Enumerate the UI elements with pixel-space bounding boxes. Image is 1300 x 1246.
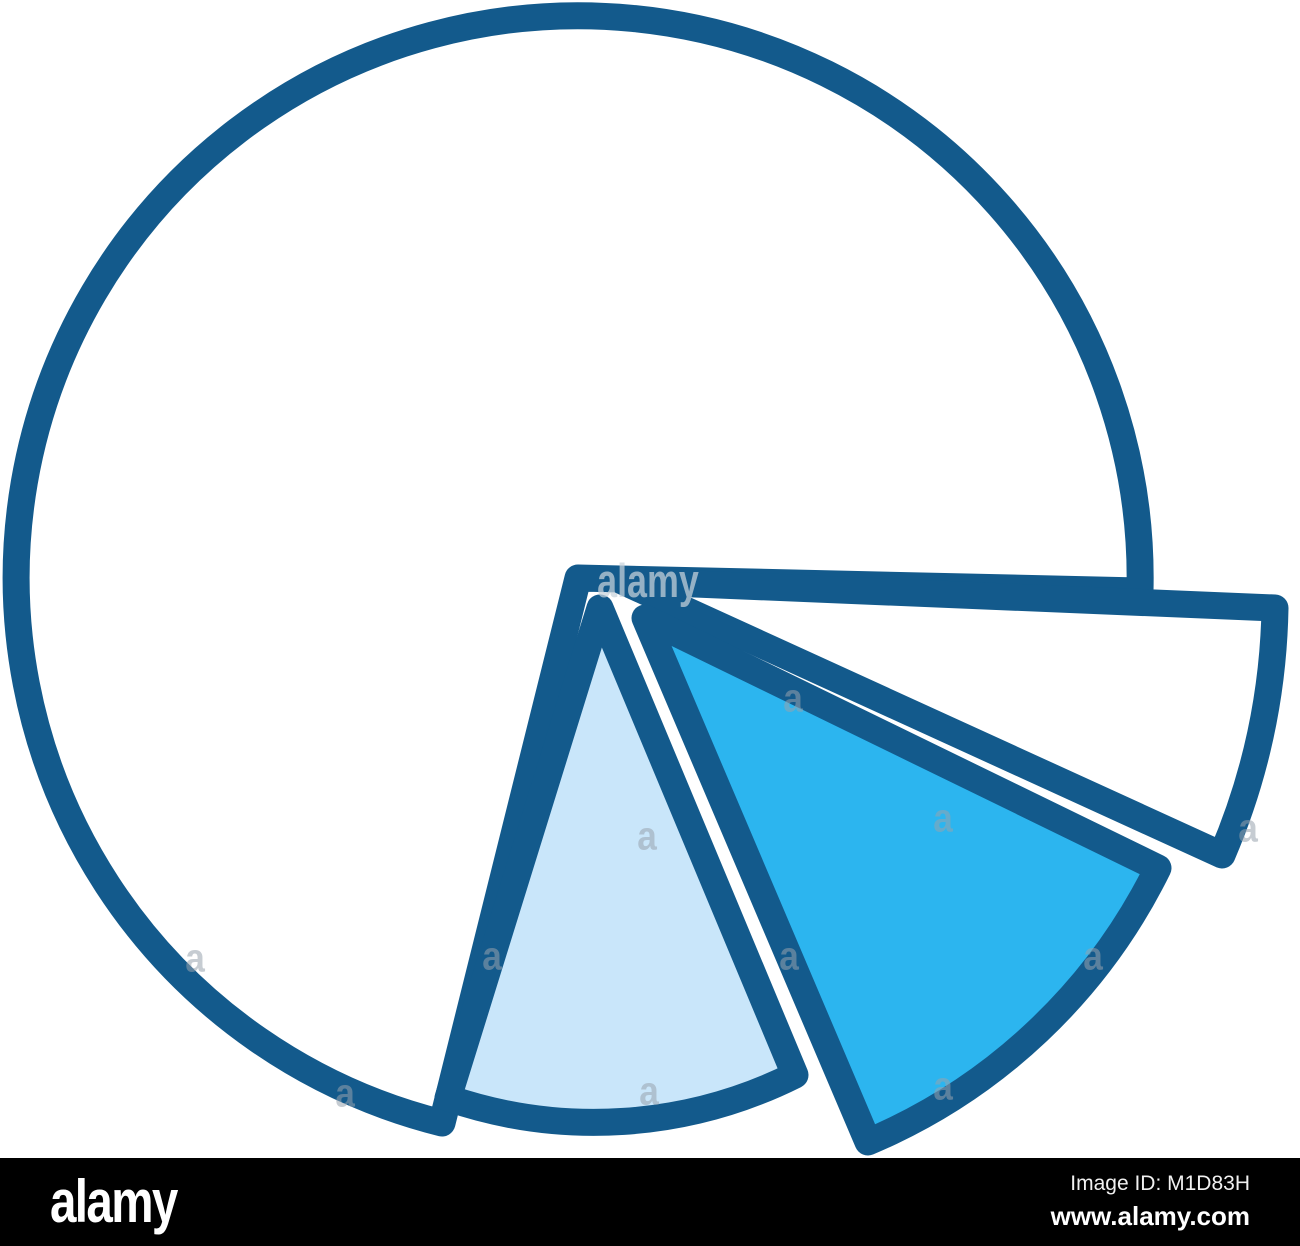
pie-chart-illustration: alamy a a a a a a a a a a a — [2, 2, 1289, 1156]
image-id-label: Image ID: M1D83H — [1070, 1172, 1250, 1196]
alamy-footer-bar: alamy Image ID: M1D83H www.alamy.com — [0, 1158, 1300, 1246]
pie-remainder-slice — [2, 2, 1154, 1137]
alamy-logo: alamy — [50, 1167, 178, 1236]
pie-slice-white — [608, 567, 1289, 869]
footer-meta: Image ID: M1D83H www.alamy.com — [1051, 1172, 1250, 1231]
alamy-website-label: www.alamy.com — [1050, 1200, 1250, 1231]
pie-slice-cyan — [631, 604, 1172, 1156]
pie-slice-light-blue — [434, 594, 809, 1136]
pie-chart-icon — [2, 2, 1289, 1156]
